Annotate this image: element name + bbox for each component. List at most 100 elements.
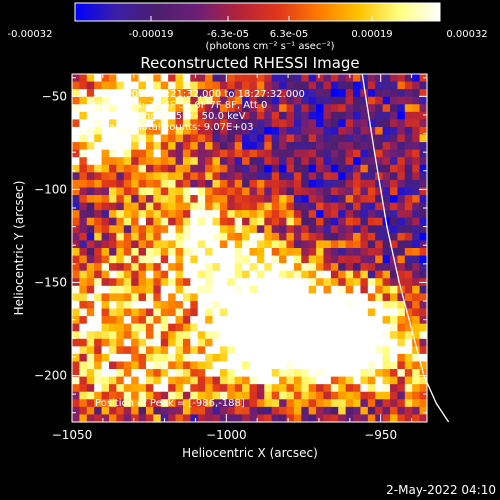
heatmap-cell bbox=[72, 157, 80, 166]
heatmap-cell bbox=[116, 399, 125, 408]
heatmap-cell bbox=[212, 202, 221, 211]
heatmap-cell bbox=[160, 346, 169, 355]
heatmap-cell bbox=[242, 391, 251, 400]
heatmap-cell bbox=[367, 240, 376, 249]
heatmap-cell bbox=[72, 202, 80, 211]
heatmap-cell bbox=[367, 179, 376, 189]
heatmap-cell bbox=[316, 391, 325, 400]
heatmap-cell bbox=[293, 414, 302, 423]
heatmap-cell bbox=[301, 111, 310, 120]
annotation-time-range: 5-Sep-2005 18:21:32.000 to 18:27:32.000 bbox=[93, 89, 305, 100]
heatmap-cell bbox=[404, 331, 413, 340]
heatmap-cell bbox=[360, 232, 369, 242]
heatmap-cell bbox=[190, 74, 199, 83]
heatmap-cell bbox=[293, 149, 302, 158]
heatmap-cell bbox=[138, 255, 147, 264]
heatmap-cell bbox=[367, 232, 376, 242]
heatmap-cell bbox=[219, 89, 228, 98]
heatmap-cell bbox=[353, 142, 362, 151]
heatmap-cell bbox=[153, 164, 162, 173]
heatmap-cell bbox=[94, 240, 103, 249]
heatmap-cell bbox=[360, 126, 369, 136]
heatmap-cell bbox=[249, 104, 258, 113]
heatmap-cell bbox=[293, 225, 302, 234]
heatmap-cell bbox=[249, 376, 258, 385]
heatmap-cell bbox=[108, 323, 117, 332]
heatmap-cell bbox=[205, 346, 214, 355]
heatmap-cell bbox=[382, 119, 391, 128]
heatmap-cell bbox=[116, 270, 125, 279]
heatmap-cell bbox=[145, 172, 154, 181]
heatmap-cell bbox=[94, 157, 103, 166]
heatmap-cell bbox=[279, 96, 288, 105]
heatmap-cell bbox=[234, 255, 243, 264]
heatmap-cell bbox=[360, 255, 369, 264]
heatmap-cell bbox=[145, 384, 154, 393]
heatmap-cell bbox=[264, 119, 273, 128]
heatmap-cell bbox=[72, 384, 80, 393]
heatmap-cell bbox=[301, 89, 310, 98]
solar-limb-line bbox=[361, 73, 450, 423]
heatmap-cell bbox=[234, 391, 243, 400]
heatmap-cell bbox=[404, 323, 413, 332]
heatmap-cell bbox=[131, 187, 140, 196]
heatmap-cell bbox=[397, 142, 406, 151]
heatmap-cell bbox=[404, 187, 413, 196]
heatmap-cell bbox=[219, 142, 228, 151]
heatmap-cell bbox=[345, 308, 354, 317]
heatmap-cell bbox=[168, 376, 177, 385]
heatmap-cell bbox=[330, 308, 339, 317]
heatmap-cell bbox=[316, 217, 325, 226]
heatmap-cell bbox=[123, 74, 132, 83]
heatmap-cell bbox=[308, 74, 317, 83]
heatmap-cell bbox=[153, 119, 162, 128]
heatmap-cell bbox=[86, 255, 95, 264]
heatmap-cell bbox=[293, 391, 302, 400]
heatmap-cell bbox=[72, 81, 80, 90]
heatmap-cell bbox=[138, 119, 147, 128]
heatmap-cell bbox=[153, 376, 162, 385]
heatmap-cell bbox=[367, 74, 376, 83]
heatmap-cell bbox=[345, 391, 354, 400]
heatmap-cell bbox=[249, 74, 258, 83]
heatmap-cell bbox=[419, 376, 428, 385]
heatmap-cell bbox=[382, 240, 391, 249]
heatmap-cell bbox=[375, 346, 384, 355]
heatmap-cell bbox=[205, 157, 214, 166]
heatmap-cell bbox=[190, 172, 199, 181]
heatmap-cell bbox=[123, 111, 132, 120]
heatmap-cell bbox=[271, 104, 280, 113]
heatmap-cell bbox=[72, 414, 80, 423]
heatmap-cell bbox=[197, 384, 206, 393]
heatmap-cell bbox=[271, 399, 280, 408]
heatmap-cell bbox=[234, 293, 243, 302]
heatmap-cell bbox=[168, 74, 177, 83]
heatmap-cell bbox=[338, 308, 347, 317]
heatmap-cell bbox=[242, 104, 251, 113]
heatmap-cell bbox=[108, 270, 117, 279]
heatmap-cell bbox=[390, 164, 399, 173]
heatmap-cell bbox=[330, 240, 339, 249]
heatmap-cell bbox=[256, 361, 265, 370]
heatmap-cell bbox=[316, 225, 325, 234]
heatmap-cell bbox=[279, 391, 288, 400]
heatmap-cell bbox=[108, 119, 117, 128]
heatmap-cell bbox=[168, 255, 177, 264]
heatmap-cell bbox=[390, 74, 399, 83]
heatmap-cell bbox=[234, 74, 243, 83]
heatmap-cell bbox=[382, 157, 391, 166]
heatmap-cell bbox=[79, 149, 88, 158]
heatmap-cell bbox=[86, 338, 95, 347]
heatmap-cell bbox=[323, 210, 332, 219]
heatmap-cell bbox=[412, 263, 421, 272]
heatmap-cell bbox=[293, 399, 302, 408]
heatmap-cell bbox=[390, 248, 399, 257]
heatmap-cell bbox=[108, 210, 117, 219]
heatmap-cell bbox=[308, 232, 317, 242]
heatmap-cell bbox=[212, 179, 221, 189]
heatmap-cell bbox=[271, 149, 280, 158]
heatmap-cell bbox=[397, 263, 406, 272]
heatmap-cell bbox=[390, 353, 399, 363]
heatmap-cell bbox=[205, 293, 214, 302]
heatmap-cell bbox=[219, 248, 228, 257]
